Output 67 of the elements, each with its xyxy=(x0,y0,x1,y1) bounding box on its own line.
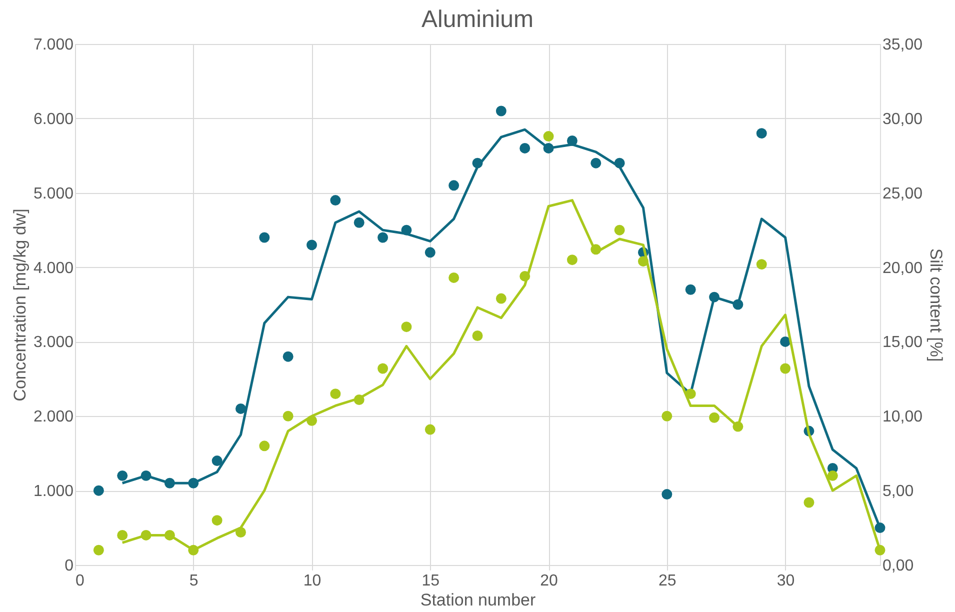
point xyxy=(424,424,436,435)
point xyxy=(378,363,388,374)
y-tick-label: 3.000 xyxy=(33,334,74,352)
y2-tick-label: 15,00 xyxy=(882,334,923,352)
point xyxy=(472,330,483,341)
point xyxy=(780,336,791,347)
chart-title: Aluminium xyxy=(421,6,534,33)
y2-tick-label: 35,00 xyxy=(882,36,923,54)
point xyxy=(614,224,625,236)
point xyxy=(662,489,672,500)
point xyxy=(93,544,104,556)
point xyxy=(330,195,341,206)
y2-tick-label: 25,00 xyxy=(882,185,923,202)
point xyxy=(709,412,720,423)
x-tick-label: 30 xyxy=(776,572,795,590)
point xyxy=(330,388,341,400)
point xyxy=(212,515,222,526)
point xyxy=(117,470,128,481)
y-tick-label: 5.000 xyxy=(33,185,74,202)
x-tick-label: 0 xyxy=(76,572,84,590)
x-tick-label: 10 xyxy=(303,572,322,590)
point xyxy=(756,259,767,270)
point xyxy=(543,131,554,142)
y2-tick-label: 30,00 xyxy=(882,110,923,128)
point xyxy=(448,180,460,191)
point xyxy=(93,485,104,496)
point xyxy=(354,217,364,228)
point xyxy=(259,232,270,243)
point xyxy=(282,410,294,422)
y-tick-label: 6.000 xyxy=(33,110,74,128)
point xyxy=(590,158,602,168)
point xyxy=(448,272,460,283)
y2-tick-label: 0,00 xyxy=(882,558,914,574)
y-tick-label: 0 xyxy=(64,558,74,574)
x-axis-title: Station number xyxy=(420,590,536,610)
point xyxy=(401,322,412,332)
point xyxy=(520,142,530,154)
point xyxy=(306,240,318,250)
point xyxy=(804,497,814,508)
point xyxy=(259,440,270,452)
point xyxy=(378,232,388,243)
point xyxy=(756,128,767,139)
point xyxy=(780,363,791,374)
point xyxy=(685,284,696,295)
point xyxy=(566,254,578,266)
point xyxy=(117,530,128,540)
point xyxy=(212,456,222,466)
x-tick-label: 15 xyxy=(422,572,440,590)
y-axis-title: Concentration [mg/kg dw] xyxy=(10,208,30,402)
y2-axis-title: Silt content [%] xyxy=(926,248,946,362)
y2-tick-label: 10,00 xyxy=(882,408,923,426)
point xyxy=(235,403,246,414)
point xyxy=(424,247,436,258)
y-tick-label: 7.000 xyxy=(33,36,74,54)
x-tick-label: 5 xyxy=(189,572,198,590)
x-tick-label: 20 xyxy=(540,572,558,590)
y2-tick-label: 20,00 xyxy=(882,260,923,277)
y-tick-label: 4.000 xyxy=(33,260,74,277)
y-tick-label: 2.000 xyxy=(33,408,74,426)
point xyxy=(827,470,838,481)
point xyxy=(282,351,294,362)
point xyxy=(496,106,506,116)
x-tick-label: 25 xyxy=(658,572,676,590)
y2-tick-label: 5,00 xyxy=(882,483,914,500)
point xyxy=(662,410,672,422)
point xyxy=(496,293,506,304)
y-tick-label: 1.000 xyxy=(33,483,74,500)
